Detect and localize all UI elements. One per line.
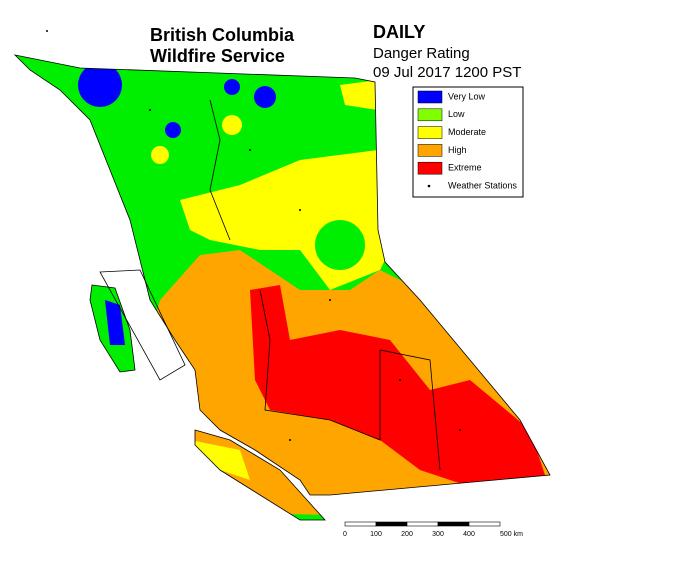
scale-segment <box>375 521 408 527</box>
station-symbol <box>427 184 431 188</box>
legend-swatch <box>417 144 443 157</box>
scale-label: 100 <box>370 531 382 538</box>
scale-label: 500 km <box>500 531 523 538</box>
scale-label: 300 <box>432 531 444 538</box>
weather-stations <box>46 30 461 441</box>
legend-label: Very Low <box>448 91 486 101</box>
scale-segment <box>437 521 470 527</box>
legend-label: High <box>448 145 467 155</box>
boundaries <box>13 54 551 521</box>
agency-title: Wildfire Service <box>150 46 285 66</box>
scale-label: 200 <box>401 531 413 538</box>
legend-label: Low <box>448 109 465 119</box>
agency-title: British Columbia <box>150 25 295 45</box>
scale-label: 400 <box>463 531 475 538</box>
scale-segment <box>406 521 439 527</box>
scale-segment <box>468 521 501 527</box>
product-title: DAILY <box>373 22 425 42</box>
legend-swatch <box>417 108 443 122</box>
legend-swatch <box>417 126 443 139</box>
legend-label: Moderate <box>448 127 486 137</box>
subtitle: Danger Rating <box>373 45 470 62</box>
legend-label: Extreme <box>448 163 482 173</box>
scale-label: 0 <box>343 531 347 538</box>
scale-segment <box>344 521 377 527</box>
legend-box <box>412 86 524 198</box>
legend: Weather Stations Very Low Low Moderate High… <box>412 86 524 198</box>
legend-label: Weather Stations <box>448 180 517 190</box>
legend-swatch <box>417 161 443 175</box>
legend-swatch <box>417 90 443 104</box>
timestamp: 09 Jul 2017 1200 PST <box>373 64 521 81</box>
scale-bar: 0 100 200 300 400 500 km <box>343 521 523 538</box>
